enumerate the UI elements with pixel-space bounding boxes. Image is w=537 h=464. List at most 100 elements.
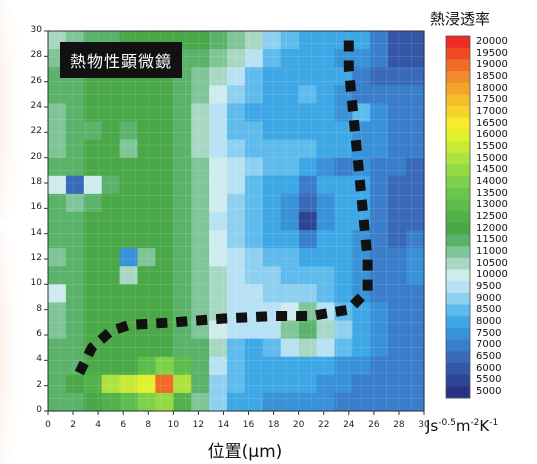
heatmap-cell xyxy=(370,85,389,104)
heatmap-cell xyxy=(388,121,407,141)
heatmap-cell xyxy=(191,211,210,231)
heatmap-cell xyxy=(209,175,228,195)
legend-level-label: 14500 xyxy=(476,164,508,176)
heatmap-cell xyxy=(83,392,103,412)
heatmap-cell xyxy=(244,67,264,86)
heatmap-cell xyxy=(244,266,264,285)
legend-swatch xyxy=(446,339,470,352)
x-tick-label: 6 xyxy=(120,420,127,430)
heatmap-cell xyxy=(227,248,246,267)
heatmap-cell xyxy=(155,121,174,141)
legend-level-label: 14000 xyxy=(476,175,508,187)
heatmap-cell xyxy=(119,392,139,412)
heatmap-cell xyxy=(65,338,85,358)
heatmap-cell xyxy=(262,356,282,376)
heatmap-cell xyxy=(191,121,210,141)
heatmap-cell xyxy=(227,230,246,249)
heatmap-cell xyxy=(101,85,121,104)
heatmap-cell xyxy=(119,103,139,123)
heatmap-cell xyxy=(227,139,246,159)
heatmap-cell xyxy=(316,338,336,358)
heatmap-cell xyxy=(388,392,407,412)
heatmap-cell xyxy=(406,67,425,86)
heatmap-cell xyxy=(244,31,264,50)
y-tick-label: 2 xyxy=(36,379,42,390)
heatmap-cell xyxy=(334,211,353,231)
heatmap-cell xyxy=(244,392,264,412)
heatmap-cell xyxy=(155,266,174,285)
legend-level-label: 5000 xyxy=(476,386,502,398)
heatmap-cell xyxy=(209,85,228,104)
heatmap-cell xyxy=(316,67,336,86)
heatmap-cell xyxy=(244,157,264,177)
heatmap-cell xyxy=(262,374,282,394)
heatmap-cell xyxy=(388,320,407,340)
heatmap-cell xyxy=(191,356,210,376)
heatmap-cell xyxy=(406,374,425,394)
heatmap-cell xyxy=(137,338,157,358)
legend-level-label: 19500 xyxy=(476,47,508,59)
heatmap-cell xyxy=(370,67,389,86)
heatmap-cell xyxy=(244,85,264,104)
heatmap-cell xyxy=(155,139,174,159)
heatmap-cell xyxy=(334,175,353,195)
heatmap-cell xyxy=(191,248,210,267)
legend-swatch xyxy=(446,316,470,329)
x-tick-label: 26 xyxy=(368,420,380,430)
heatmap-cell xyxy=(227,157,246,177)
legend-units: Js-0.5m-2K-1 xyxy=(426,417,498,435)
heatmap-cell xyxy=(262,248,282,267)
heatmap-cell xyxy=(173,266,192,285)
heatmap-cell xyxy=(119,139,139,159)
y-tick-label: 26 xyxy=(30,75,42,86)
x-axis-label: 位置(μm) xyxy=(207,442,283,462)
y-tick-label: 16 xyxy=(30,202,42,213)
heatmap-cell xyxy=(406,157,425,177)
heatmap-cell xyxy=(48,211,67,231)
units-exp-2: -2 xyxy=(470,418,480,428)
heatmap-cell xyxy=(48,374,67,394)
legend-swatch xyxy=(446,152,470,165)
heatmap-cell xyxy=(262,121,282,141)
x-tick-label: 24 xyxy=(343,420,355,430)
x-tick-label: 30 xyxy=(418,420,430,430)
heatmap-cell xyxy=(209,374,228,394)
heatmap-cell xyxy=(155,103,174,123)
heatmap-cell xyxy=(227,49,246,68)
heatmap-cell xyxy=(101,193,121,213)
legend-level-label: 6500 xyxy=(476,351,502,363)
heatmap-cell xyxy=(316,49,336,68)
heatmap-cell xyxy=(370,157,389,177)
heatmap-cell xyxy=(298,31,318,50)
legend-level-label: 8000 xyxy=(476,316,502,328)
heatmap-cell xyxy=(406,392,425,412)
y-tick-label: 14 xyxy=(30,227,42,238)
heatmap-cell xyxy=(191,320,210,340)
heatmap-cell xyxy=(173,356,192,376)
legend-level-label: 15000 xyxy=(476,152,508,164)
heatmap-cell xyxy=(209,356,228,376)
heatmap-cell xyxy=(119,85,139,104)
heatmap-cell xyxy=(209,248,228,267)
heatmap-cell xyxy=(298,392,318,412)
heatmap-cell xyxy=(137,121,157,141)
legend-swatch xyxy=(446,106,470,119)
heatmap-cell xyxy=(334,121,353,141)
x-tick-label: 2 xyxy=(70,420,76,430)
heatmap-cell xyxy=(370,266,389,285)
heatmap-cell xyxy=(244,338,264,358)
heatmap-cell xyxy=(65,121,85,141)
legend-level-label: 7500 xyxy=(476,327,502,339)
heatmap-cell xyxy=(334,392,353,412)
heatmap-cell xyxy=(209,67,228,86)
heatmap-cell xyxy=(173,85,192,104)
heatmap-cell xyxy=(352,85,371,104)
heatmap-cell xyxy=(406,248,425,267)
legend-swatch xyxy=(446,94,470,107)
legend-swatch xyxy=(446,176,470,189)
heatmap-cell xyxy=(191,139,210,159)
legend-swatch xyxy=(446,257,470,270)
heatmap-cell xyxy=(280,248,300,267)
heatmap-cell xyxy=(244,49,264,68)
heatmap-cell xyxy=(262,211,282,231)
